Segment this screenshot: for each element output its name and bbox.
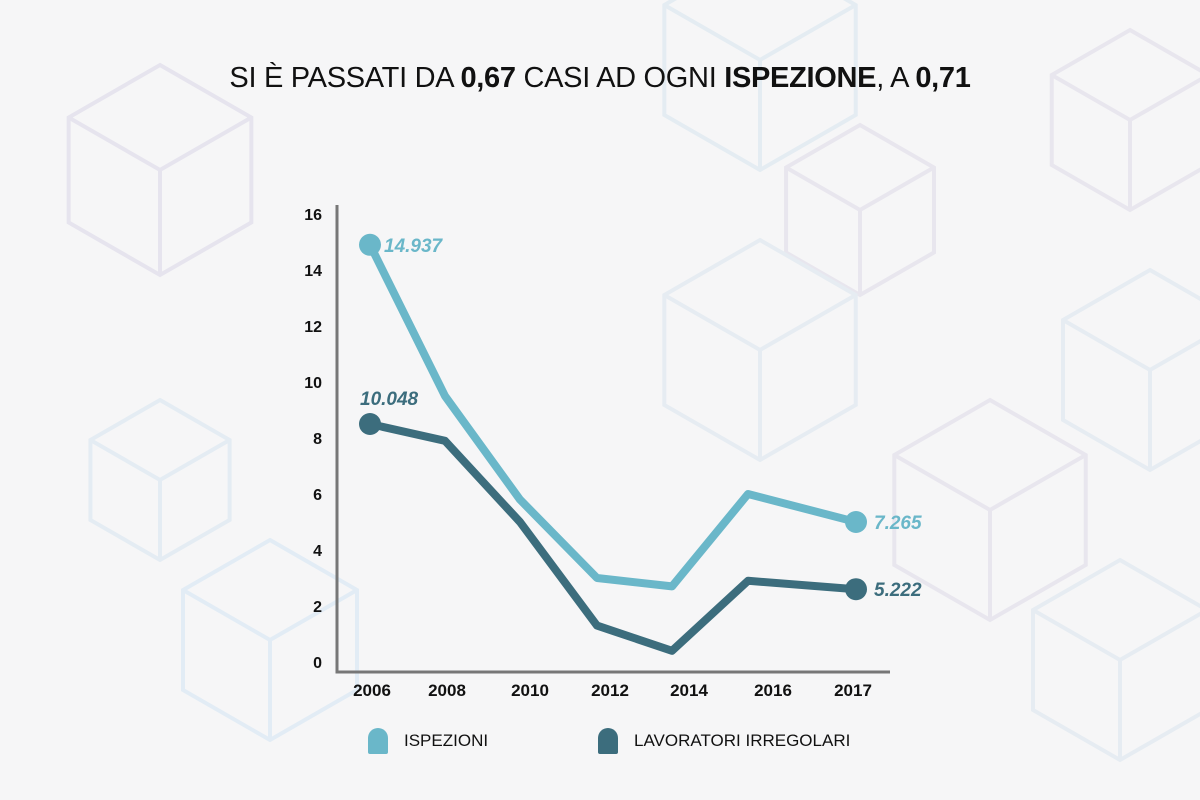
legend-label: ISPEZIONI bbox=[404, 731, 489, 750]
data-label: 10.048 bbox=[360, 389, 419, 410]
data-point bbox=[845, 578, 867, 601]
legend-item-ispezioni: ISPEZIONI bbox=[368, 728, 488, 754]
data-point bbox=[359, 233, 381, 256]
x-tick-label: 2008 bbox=[428, 681, 466, 700]
y-tick-label: 6 bbox=[313, 487, 322, 504]
series-line-1 bbox=[369, 420, 857, 655]
data-label: 7.265 bbox=[874, 513, 922, 534]
y-tick-label: 10 bbox=[304, 375, 322, 392]
chart-title: SI È PASSATI DA 0,67 CASI AD OGNI ISPEZI… bbox=[229, 62, 971, 94]
x-tick-label: 2014 bbox=[670, 681, 708, 700]
y-tick-label: 16 bbox=[304, 207, 322, 224]
y-tick-label: 14 bbox=[304, 263, 322, 280]
data-label: 14.937 bbox=[384, 236, 444, 257]
x-tick-label: 2016 bbox=[754, 681, 792, 700]
legend-swatch-ispezioni bbox=[368, 728, 388, 754]
data-label: 5.222 bbox=[874, 580, 922, 601]
x-tick-label: 2006 bbox=[353, 681, 391, 700]
series-line-0 bbox=[366, 243, 858, 591]
y-tick-label: 0 bbox=[313, 655, 322, 672]
legend-item-lavoratori: LAVORATORI IRREGOLARI bbox=[598, 728, 850, 754]
x-tick-label: 2010 bbox=[511, 681, 549, 700]
legend-swatch-lavoratori bbox=[598, 728, 618, 754]
y-tick-label: 8 bbox=[313, 431, 322, 448]
axes bbox=[335, 205, 890, 674]
y-tick-label: 12 bbox=[304, 319, 322, 336]
y-tick-label: 2 bbox=[313, 599, 322, 616]
x-tick-label: 2012 bbox=[591, 681, 629, 700]
legend-label: LAVORATORI IRREGOLARI bbox=[634, 731, 851, 750]
x-tick-label: 2017 bbox=[834, 681, 872, 700]
data-point bbox=[845, 511, 867, 533]
y-tick-label: 4 bbox=[313, 543, 322, 560]
data-point bbox=[359, 413, 381, 435]
